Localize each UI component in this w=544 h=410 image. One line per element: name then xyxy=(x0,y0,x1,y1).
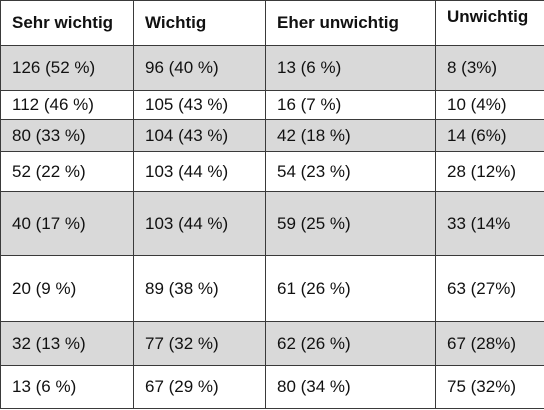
table-cell: 96 (40 %) xyxy=(133,45,266,91)
table-cell: 80 (34 %) xyxy=(265,365,436,409)
header-eher-unwichtig: Eher unwichtig xyxy=(265,0,436,46)
table-cell: 62 (26 %) xyxy=(265,321,436,366)
header-row: Sehr wichtig Wichtig Eher unwichtig Unwi… xyxy=(0,0,544,46)
table-cell: 13 (6 %) xyxy=(265,45,436,91)
table-row: 112 (46 %) 105 (43 %) 16 (7 %) 10 (4%) xyxy=(0,90,544,120)
table-body: 126 (52 %) 96 (40 %) 13 (6 %) 8 (3%) 112 (46… xyxy=(0,45,544,409)
table-cell: 54 (23 %) xyxy=(265,151,436,192)
table-cell: 63 (27%) xyxy=(435,255,544,322)
table-cell: 103 (44 %) xyxy=(133,151,266,192)
table-cell: 40 (17 %) xyxy=(0,191,134,256)
table-cell: 103 (44 %) xyxy=(133,191,266,256)
table-cell: 80 (33 %) xyxy=(0,119,134,152)
table-cell: 104 (43 %) xyxy=(133,119,266,152)
header-wichtig: Wichtig xyxy=(133,0,266,46)
table-cell: 28 (12%) xyxy=(435,151,544,192)
table-cell: 67 (29 %) xyxy=(133,365,266,409)
table-row: 32 (13 %) 77 (32 %) 62 (26 %) 67 (28%) xyxy=(0,321,544,366)
header-unwichtig: Unwichtig xyxy=(435,0,544,46)
table-row: 80 (33 %) 104 (43 %) 42 (18 %) 14 (6%) xyxy=(0,119,544,152)
table-cell: 59 (25 %) xyxy=(265,191,436,256)
table-cell: 61 (26 %) xyxy=(265,255,436,322)
header-sehr-wichtig: Sehr wichtig xyxy=(0,0,134,46)
table-cell: 16 (7 %) xyxy=(265,90,436,120)
table-row: 40 (17 %) 103 (44 %) 59 (25 %) 33 (14% xyxy=(0,191,544,256)
table-cell: 33 (14% xyxy=(435,191,544,256)
table-cell: 10 (4%) xyxy=(435,90,544,120)
table-cell: 126 (52 %) xyxy=(0,45,134,91)
table-cell: 13 (6 %) xyxy=(0,365,134,409)
table-cell: 67 (28%) xyxy=(435,321,544,366)
table-row: 126 (52 %) 96 (40 %) 13 (6 %) 8 (3%) xyxy=(0,45,544,91)
table-cell: 42 (18 %) xyxy=(265,119,436,152)
table-cell: 112 (46 %) xyxy=(0,90,134,120)
table-row: 52 (22 %) 103 (44 %) 54 (23 %) 28 (12%) xyxy=(0,151,544,192)
table-cell: 105 (43 %) xyxy=(133,90,266,120)
table-cell: 14 (6%) xyxy=(435,119,544,152)
table-cell: 75 (32%) xyxy=(435,365,544,409)
table-cell: 8 (3%) xyxy=(435,45,544,91)
table-cell: 20 (9 %) xyxy=(0,255,134,322)
table-row: 13 (6 %) 67 (29 %) 80 (34 %) 75 (32%) xyxy=(0,365,544,409)
table-cell: 89 (38 %) xyxy=(133,255,266,322)
table-cell: 77 (32 %) xyxy=(133,321,266,366)
table-cell: 32 (13 %) xyxy=(0,321,134,366)
table-cell: 52 (22 %) xyxy=(0,151,134,192)
table-row: 20 (9 %) 89 (38 %) 61 (26 %) 63 (27%) xyxy=(0,255,544,322)
